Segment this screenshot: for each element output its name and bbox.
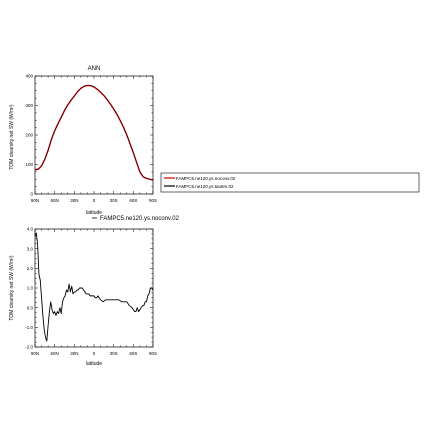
x-tick-label: 30N bbox=[70, 351, 78, 356]
series-line-primary bbox=[34, 232, 154, 342]
y-tick-label: 0 bbox=[30, 192, 33, 197]
y-axis-label: TOM clearsky net SW (W/m²) bbox=[9, 104, 15, 170]
chart-title: FAMPC5.ne120.ys.noconv.02 bbox=[100, 216, 180, 222]
x-tick-label: 90S bbox=[149, 198, 157, 203]
y-tick-label: -1.0 bbox=[25, 325, 33, 330]
x-tick-label: 60N bbox=[51, 198, 59, 203]
plot-frame bbox=[34, 228, 154, 348]
y-tick-label: 2.0 bbox=[27, 266, 34, 271]
x-axis-label: latitude bbox=[86, 361, 102, 367]
y-tick-label: -2.0 bbox=[25, 345, 33, 350]
x-tick-label: 90S bbox=[149, 351, 157, 356]
x-tick-label: 30N bbox=[70, 198, 78, 203]
y-tick-label: 300 bbox=[25, 103, 33, 108]
x-tick-label: 90N bbox=[31, 351, 39, 356]
legend: FAMPC5.ne120.ys.noconv.02 FAMPC5.ne120.y… bbox=[160, 172, 420, 193]
x-tick-label: 30S bbox=[110, 351, 118, 356]
y-tick-label: 4.0 bbox=[27, 227, 34, 232]
x-tick-label: 60S bbox=[129, 198, 137, 203]
x-tick-label: 30S bbox=[110, 198, 118, 203]
legend-box bbox=[160, 172, 420, 193]
x-tick-label: 0 bbox=[93, 198, 96, 203]
legend-entry-noconv: FAMPC5.ne120.ys.noconv.02 bbox=[176, 176, 236, 181]
y-tick-label: 3.0 bbox=[27, 246, 34, 251]
y-tick-label: 1.0 bbox=[27, 286, 34, 291]
y-tick-label: 0.0 bbox=[27, 305, 34, 310]
y-tick-label: 200 bbox=[25, 133, 33, 138]
y-axis-label: TOM clearsky net SW (W/m²) bbox=[9, 255, 15, 321]
x-tick-label: 0 bbox=[93, 351, 96, 356]
y-tick-label: 400 bbox=[25, 74, 33, 79]
chart-bottom: FAMPC5.ne120.ys.noconv.02 TOM clearsky n… bbox=[9, 216, 180, 367]
y-tick-label: 100 bbox=[25, 162, 33, 167]
series-line-primary bbox=[34, 84, 154, 181]
x-tick-label: 90N bbox=[31, 198, 39, 203]
chart-title: ANN bbox=[88, 66, 101, 72]
x-tick-label: 60N bbox=[51, 351, 59, 356]
legend-entry-tau5m: FAMPC5.ne120.ys.tau5m.02 bbox=[176, 184, 234, 189]
series-line-secondary bbox=[34, 84, 154, 181]
x-axis-label: latitude bbox=[86, 210, 102, 216]
x-tick-label: 60S bbox=[129, 351, 137, 356]
chart-top: ANN TOM clearsky net SW (W/m²) latitude … bbox=[9, 66, 157, 216]
